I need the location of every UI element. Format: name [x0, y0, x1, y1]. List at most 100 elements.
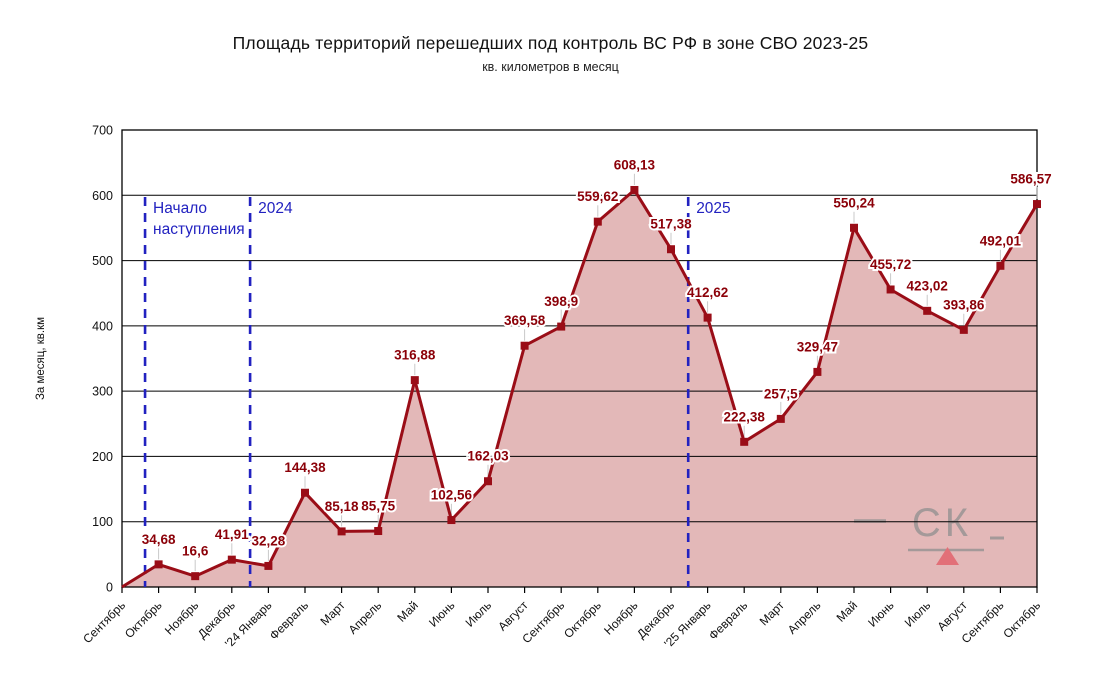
y-axis: 0 100 200 300 400 500 600 700 [92, 124, 113, 595]
data-label: 559,62 [577, 189, 618, 204]
watermark-triangle-icon [936, 547, 959, 565]
data-label: 329,47 [797, 339, 838, 354]
x-tick-label: Июнь [865, 598, 896, 629]
y-tick-label: 500 [92, 254, 113, 268]
y-tick-label: 300 [92, 385, 113, 399]
series-line [121, 188, 1039, 589]
x-tick-label: Июнь [426, 598, 457, 629]
watermark-text: СК [912, 501, 972, 545]
label-leaders [158, 172, 1038, 572]
x-tick-label: Август [934, 598, 970, 634]
x-tick-label: Июль [463, 598, 495, 630]
x-tick-label: Март [757, 598, 788, 629]
y-tick-label: 0 [106, 581, 113, 595]
data-label: 222,38 [724, 409, 766, 424]
annotation: 2025 [686, 197, 731, 587]
x-tick-label: Март [318, 598, 349, 629]
data-point [959, 325, 968, 334]
y-tick-label: 100 [92, 515, 113, 529]
x-tick-label: Апрель [785, 598, 824, 637]
annotation-label: наступления [153, 221, 245, 238]
x-tick-label: Октябрь [122, 598, 165, 641]
data-point [301, 488, 309, 497]
data-point [410, 376, 419, 385]
x-tick-label: Май [394, 598, 421, 625]
y-axis-title: За месяц, кв.км [35, 317, 47, 400]
data-label: 423,02 [907, 278, 948, 293]
x-tick-label: Июль [902, 598, 934, 630]
data-label: 586,57 [1010, 172, 1051, 187]
data-point [227, 555, 236, 564]
data-labels: 34,68 16,6 41,91 32,28 144,38 85,18 85,75 316,8… [140, 155, 1054, 560]
data-label: 85,18 [325, 499, 359, 514]
y-tick-label: 600 [92, 189, 113, 203]
data-point [374, 527, 383, 536]
data-point [667, 245, 675, 254]
x-tick-label: Май [834, 598, 861, 625]
annotation: 2024 [248, 197, 293, 587]
data-point [630, 185, 639, 194]
chart-subtitle: кв. километров в месяц [482, 60, 619, 74]
x-tick-label: Февраль [706, 598, 750, 642]
data-label: 550,24 [833, 195, 875, 210]
data-label: 608,13 [614, 157, 656, 172]
data-point [484, 477, 492, 486]
data-label: 16,6 [182, 544, 209, 559]
x-tick-label: Апрель [346, 598, 385, 637]
data-label: 492,01 [980, 233, 1022, 248]
annotation: Начало наступления [143, 197, 245, 587]
data-point [813, 367, 822, 376]
data-point [191, 572, 200, 581]
data-label: 34,68 [142, 532, 176, 547]
data-label: 102,56 [431, 488, 473, 503]
annotation-label: Начало [153, 200, 207, 217]
data-point [264, 561, 273, 570]
data-label: 369,58 [504, 313, 546, 328]
annotation-label: 2024 [258, 200, 293, 217]
x-tick-label: Октябрь [1000, 598, 1043, 641]
data-point [447, 516, 456, 525]
y-tick-label: 400 [92, 319, 113, 333]
data-point [337, 527, 346, 536]
y-tick-label: 200 [92, 450, 113, 464]
plot-border [121, 129, 1038, 588]
data-point [1033, 200, 1041, 209]
grid [121, 129, 1038, 588]
data-points [154, 185, 1041, 581]
data-label: 32,28 [252, 533, 286, 548]
data-point [520, 341, 529, 350]
data-label: 398,9 [544, 294, 578, 309]
data-point [740, 437, 749, 446]
data-label: 393,86 [943, 297, 985, 312]
area-fill [122, 190, 1037, 587]
data-label: 257,5 [764, 386, 798, 401]
data-point [923, 306, 932, 315]
annotation-label: 2025 [696, 200, 730, 217]
x-tick-label: Февраль [267, 598, 311, 642]
data-point [154, 560, 163, 569]
y-tick-label: 700 [92, 124, 113, 138]
data-point [886, 285, 895, 294]
chart-title: Площадь территорий перешедших под контро… [232, 33, 869, 53]
data-label: 412,62 [687, 285, 728, 300]
data-point [776, 414, 785, 423]
data-label: 517,38 [650, 217, 692, 232]
data-label: 162,03 [467, 449, 509, 464]
data-label: 85,75 [361, 499, 395, 514]
x-tick-label: Сентябрь [80, 598, 128, 646]
data-point [703, 313, 712, 322]
data-label: 316,88 [394, 348, 436, 363]
data-point [593, 217, 602, 226]
data-point [557, 322, 566, 331]
data-label: 41,91 [215, 527, 249, 542]
x-tick-label: Август [495, 598, 531, 634]
data-label: 144,38 [284, 460, 326, 475]
x-tick-label: Октябрь [561, 598, 604, 641]
watermark-logo: СК [854, 501, 1004, 565]
data-point [996, 261, 1005, 270]
data-point [850, 223, 858, 232]
data-label: 455,72 [870, 257, 911, 272]
